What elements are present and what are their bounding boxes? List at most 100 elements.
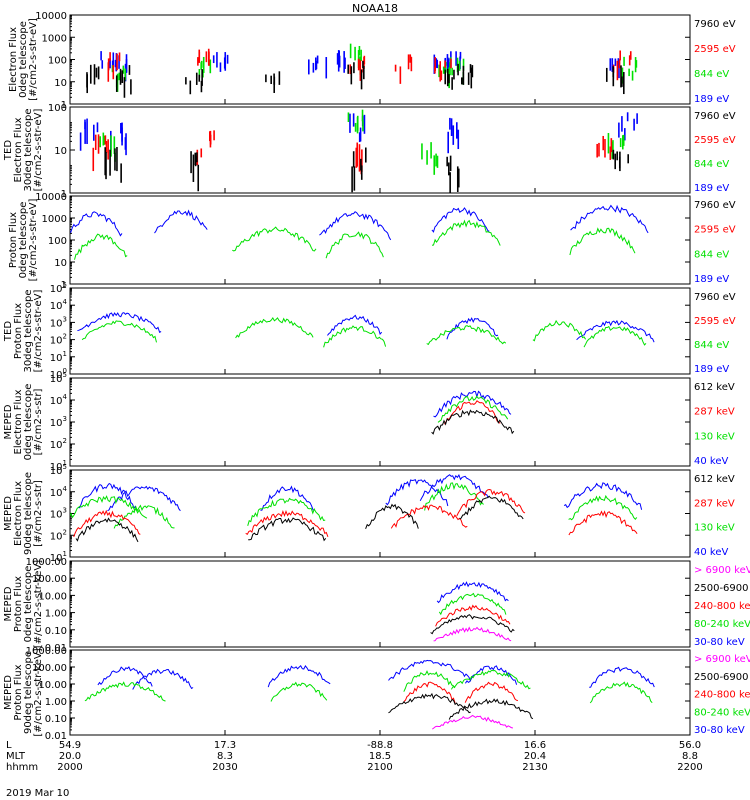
series-line bbox=[267, 664, 331, 688]
y-tick-label: 100 bbox=[50, 367, 67, 381]
legend-entry: > 6900 keV bbox=[694, 565, 750, 576]
legend-entry: 240-800 keV bbox=[694, 690, 750, 701]
y-tick-label: 1.00 bbox=[45, 609, 67, 620]
x-row-value: 16.6 bbox=[524, 740, 546, 751]
legend-entry: 2595 eV bbox=[694, 225, 736, 236]
series-line bbox=[430, 614, 515, 635]
x-row-value: 8.8 bbox=[682, 751, 698, 762]
y-tick-label: 0.10 bbox=[45, 714, 67, 725]
legend-entry: 844 eV bbox=[694, 249, 729, 260]
x-row-label: L bbox=[6, 740, 12, 751]
series-line bbox=[433, 390, 512, 418]
series-line bbox=[464, 681, 519, 703]
series-line bbox=[450, 669, 531, 690]
y-tick-label: 102 bbox=[50, 333, 67, 347]
series-line bbox=[568, 494, 638, 521]
x-row-label: MLT bbox=[6, 751, 26, 762]
y-axis-label: MEPEDElectron Flux90deg telescope[#/cm2-… bbox=[3, 472, 44, 555]
series-line bbox=[319, 211, 392, 241]
series-group bbox=[84, 659, 655, 730]
panel-2: 1 10 100 TEDElectron Flux30deg telescope[#/… bbox=[3, 103, 736, 200]
series-line bbox=[385, 479, 449, 507]
date-label: 2019 Mar 10 bbox=[6, 788, 69, 799]
x-row-value: -88.8 bbox=[367, 740, 393, 751]
panel-5: 101 102 103 104 105 MEPEDElectron Flux0deg te… bbox=[3, 371, 735, 473]
y-tick-label: 0.01 bbox=[45, 731, 67, 742]
series-line bbox=[576, 319, 655, 343]
legend-entry: 612 keV bbox=[694, 474, 735, 485]
y-tick-label: 101 bbox=[50, 459, 67, 473]
y-tick-label: 100.00 bbox=[32, 663, 67, 674]
series-group bbox=[70, 474, 643, 543]
series-line bbox=[78, 482, 136, 509]
series-group bbox=[70, 204, 649, 260]
x-row-value: 54.9 bbox=[59, 740, 81, 751]
legend-entry: 7960 eV bbox=[694, 19, 736, 30]
y-tick-label: 105 bbox=[50, 281, 67, 295]
y-axis-label: MEPEDElectron Flux0deg telescope[#/cm2-s… bbox=[3, 384, 44, 461]
x-row-value: 2030 bbox=[212, 762, 237, 773]
y-tick-label: 101 bbox=[50, 350, 67, 364]
series-line bbox=[390, 504, 468, 529]
series-line bbox=[132, 668, 194, 690]
panel-6: 101 102 103 104 105 MEPEDElectron Flux90deg t… bbox=[3, 463, 735, 564]
y-axis-label: MEPEDProton Flux0deg telescope[#/cm2-s-s… bbox=[3, 560, 44, 648]
series-line bbox=[431, 409, 515, 435]
x-row-value: 20.0 bbox=[59, 751, 81, 762]
y-tick-label: 100 bbox=[48, 56, 67, 67]
series-line bbox=[532, 319, 587, 342]
series-line bbox=[448, 698, 534, 720]
series-line bbox=[70, 211, 123, 237]
y-tick-label: 102 bbox=[50, 528, 67, 542]
y-tick-label: 0.01 bbox=[45, 643, 67, 654]
y-tick-label: 10000 bbox=[35, 11, 67, 22]
series-line bbox=[419, 474, 489, 502]
y-tick-label: 10000 bbox=[35, 192, 67, 203]
legend-entry: 7960 eV bbox=[694, 200, 736, 211]
series-line bbox=[563, 482, 643, 510]
y-tick-label: 10 bbox=[54, 258, 67, 269]
y-tick-label: 103 bbox=[50, 315, 67, 329]
x-row-value: 2200 bbox=[677, 762, 702, 773]
series-line bbox=[403, 670, 456, 692]
y-tick-label: 1 bbox=[61, 189, 67, 200]
legend-entry: 2500-6900 bbox=[694, 672, 749, 683]
y-tick-label: 1000.00 bbox=[26, 557, 67, 568]
series-group bbox=[77, 312, 655, 348]
y-tick-label: 1000.00 bbox=[26, 646, 67, 657]
series-line bbox=[437, 395, 509, 423]
series-line bbox=[75, 517, 139, 543]
series-group bbox=[431, 390, 515, 435]
y-axis-label: MEPEDProton Flux90deg telescope[#/cm2-s-… bbox=[3, 648, 44, 736]
series-line bbox=[424, 482, 484, 511]
legend-entry: 2595 eV bbox=[694, 135, 736, 146]
y-tick-label: 10 bbox=[54, 78, 67, 89]
series-line bbox=[388, 659, 472, 682]
plot-frame bbox=[69, 287, 691, 375]
y-axis-label: Proton Flux0deg telescope[#/cm2-s-str-eV… bbox=[8, 199, 39, 282]
series-line bbox=[436, 581, 509, 604]
legend-entry: 612 keV bbox=[694, 382, 735, 393]
y-tick-label: 0.10 bbox=[45, 626, 67, 637]
series-line bbox=[459, 495, 524, 520]
legend-entry: 844 eV bbox=[694, 340, 729, 351]
x-row-value: 20.4 bbox=[524, 751, 546, 762]
series-line bbox=[235, 316, 314, 339]
legend-entry: 40 keV bbox=[694, 547, 728, 558]
series-group bbox=[430, 581, 515, 642]
y-tick-label: 1000 bbox=[42, 33, 67, 44]
series-line bbox=[113, 504, 175, 529]
y-tick-label: 100 bbox=[48, 236, 67, 247]
x-row-value: 2130 bbox=[522, 762, 547, 773]
y-tick-label: 103 bbox=[50, 507, 67, 521]
legend-entry: 189 eV bbox=[694, 183, 729, 194]
series-line bbox=[154, 209, 208, 234]
panel-4: 100 101 102 103 104 105 TEDProton Flux30deg te… bbox=[3, 281, 736, 381]
legend-entry: 130 keV bbox=[694, 431, 735, 442]
legend-entry: 30-80 keV bbox=[694, 725, 745, 736]
series-line bbox=[260, 485, 314, 511]
legend-entry: 80-240 keV bbox=[694, 707, 750, 718]
